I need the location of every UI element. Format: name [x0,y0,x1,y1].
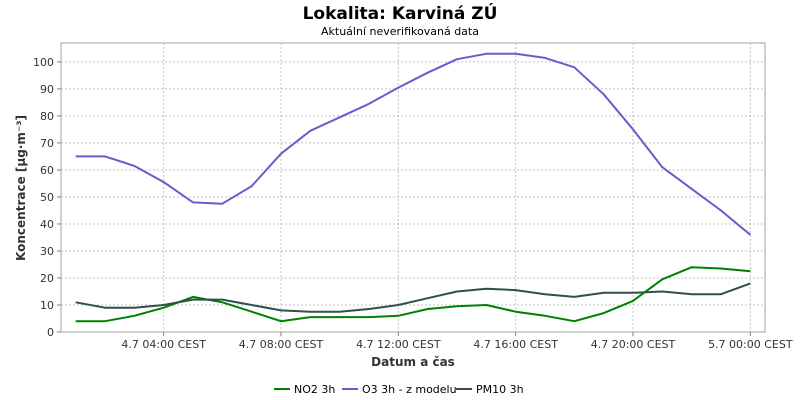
y-tick-label: 70 [40,137,54,150]
y-tick-label: 40 [40,218,54,231]
legend: NO2 3h O3 3h - z modelu PM10 3h [274,383,524,396]
y-tick-label: 80 [40,110,54,123]
x-tick-label: 4.7 20:00 CEST [591,338,676,351]
y-tick-label: 60 [40,164,54,177]
series-line-0 [75,266,751,323]
x-tick-label: 4.7 16:00 CEST [473,338,558,351]
series-lines [75,52,751,323]
y-tick-label: 90 [40,83,54,96]
x-tick-label: 4.7 12:00 CEST [356,338,441,351]
chart-subtitle: Aktuální neverifikovaná data [321,25,479,38]
x-axis-label: Datum a čas [371,355,455,369]
y-tick-label: 20 [40,272,54,285]
x-tick-label: 4.7 08:00 CEST [239,338,324,351]
series-line-1 [75,52,751,236]
legend-label: PM10 3h [476,383,524,396]
legend-label: NO2 3h [294,383,335,396]
y-axis-ticks: 0 10 20 30 40 50 60 70 80 90 100 [33,56,61,339]
x-gridlines [163,43,751,332]
series-line-2 [75,282,751,313]
legend-label: O3 3h - z modelu [362,383,457,396]
plot-area [60,42,766,333]
y-tick-label: 10 [40,299,54,312]
y-axis-label: Koncentrace [µg·m⁻³] [14,115,28,261]
y-tick-label: 30 [40,245,54,258]
x-axis-ticks: 4.7 04:00 CEST 4.7 08:00 CEST 4.7 12:00 CE… [121,332,793,351]
x-tick-label: 5.7 00:00 CEST [708,338,793,351]
y-gridlines [61,61,765,306]
y-tick-label: 50 [40,191,54,204]
x-tick-label: 4.7 04:00 CEST [121,338,206,351]
y-tick-label: 100 [33,56,54,69]
chart-title: Lokalita: Karviná ZÚ [303,2,498,24]
y-tick-label: 0 [47,326,54,339]
